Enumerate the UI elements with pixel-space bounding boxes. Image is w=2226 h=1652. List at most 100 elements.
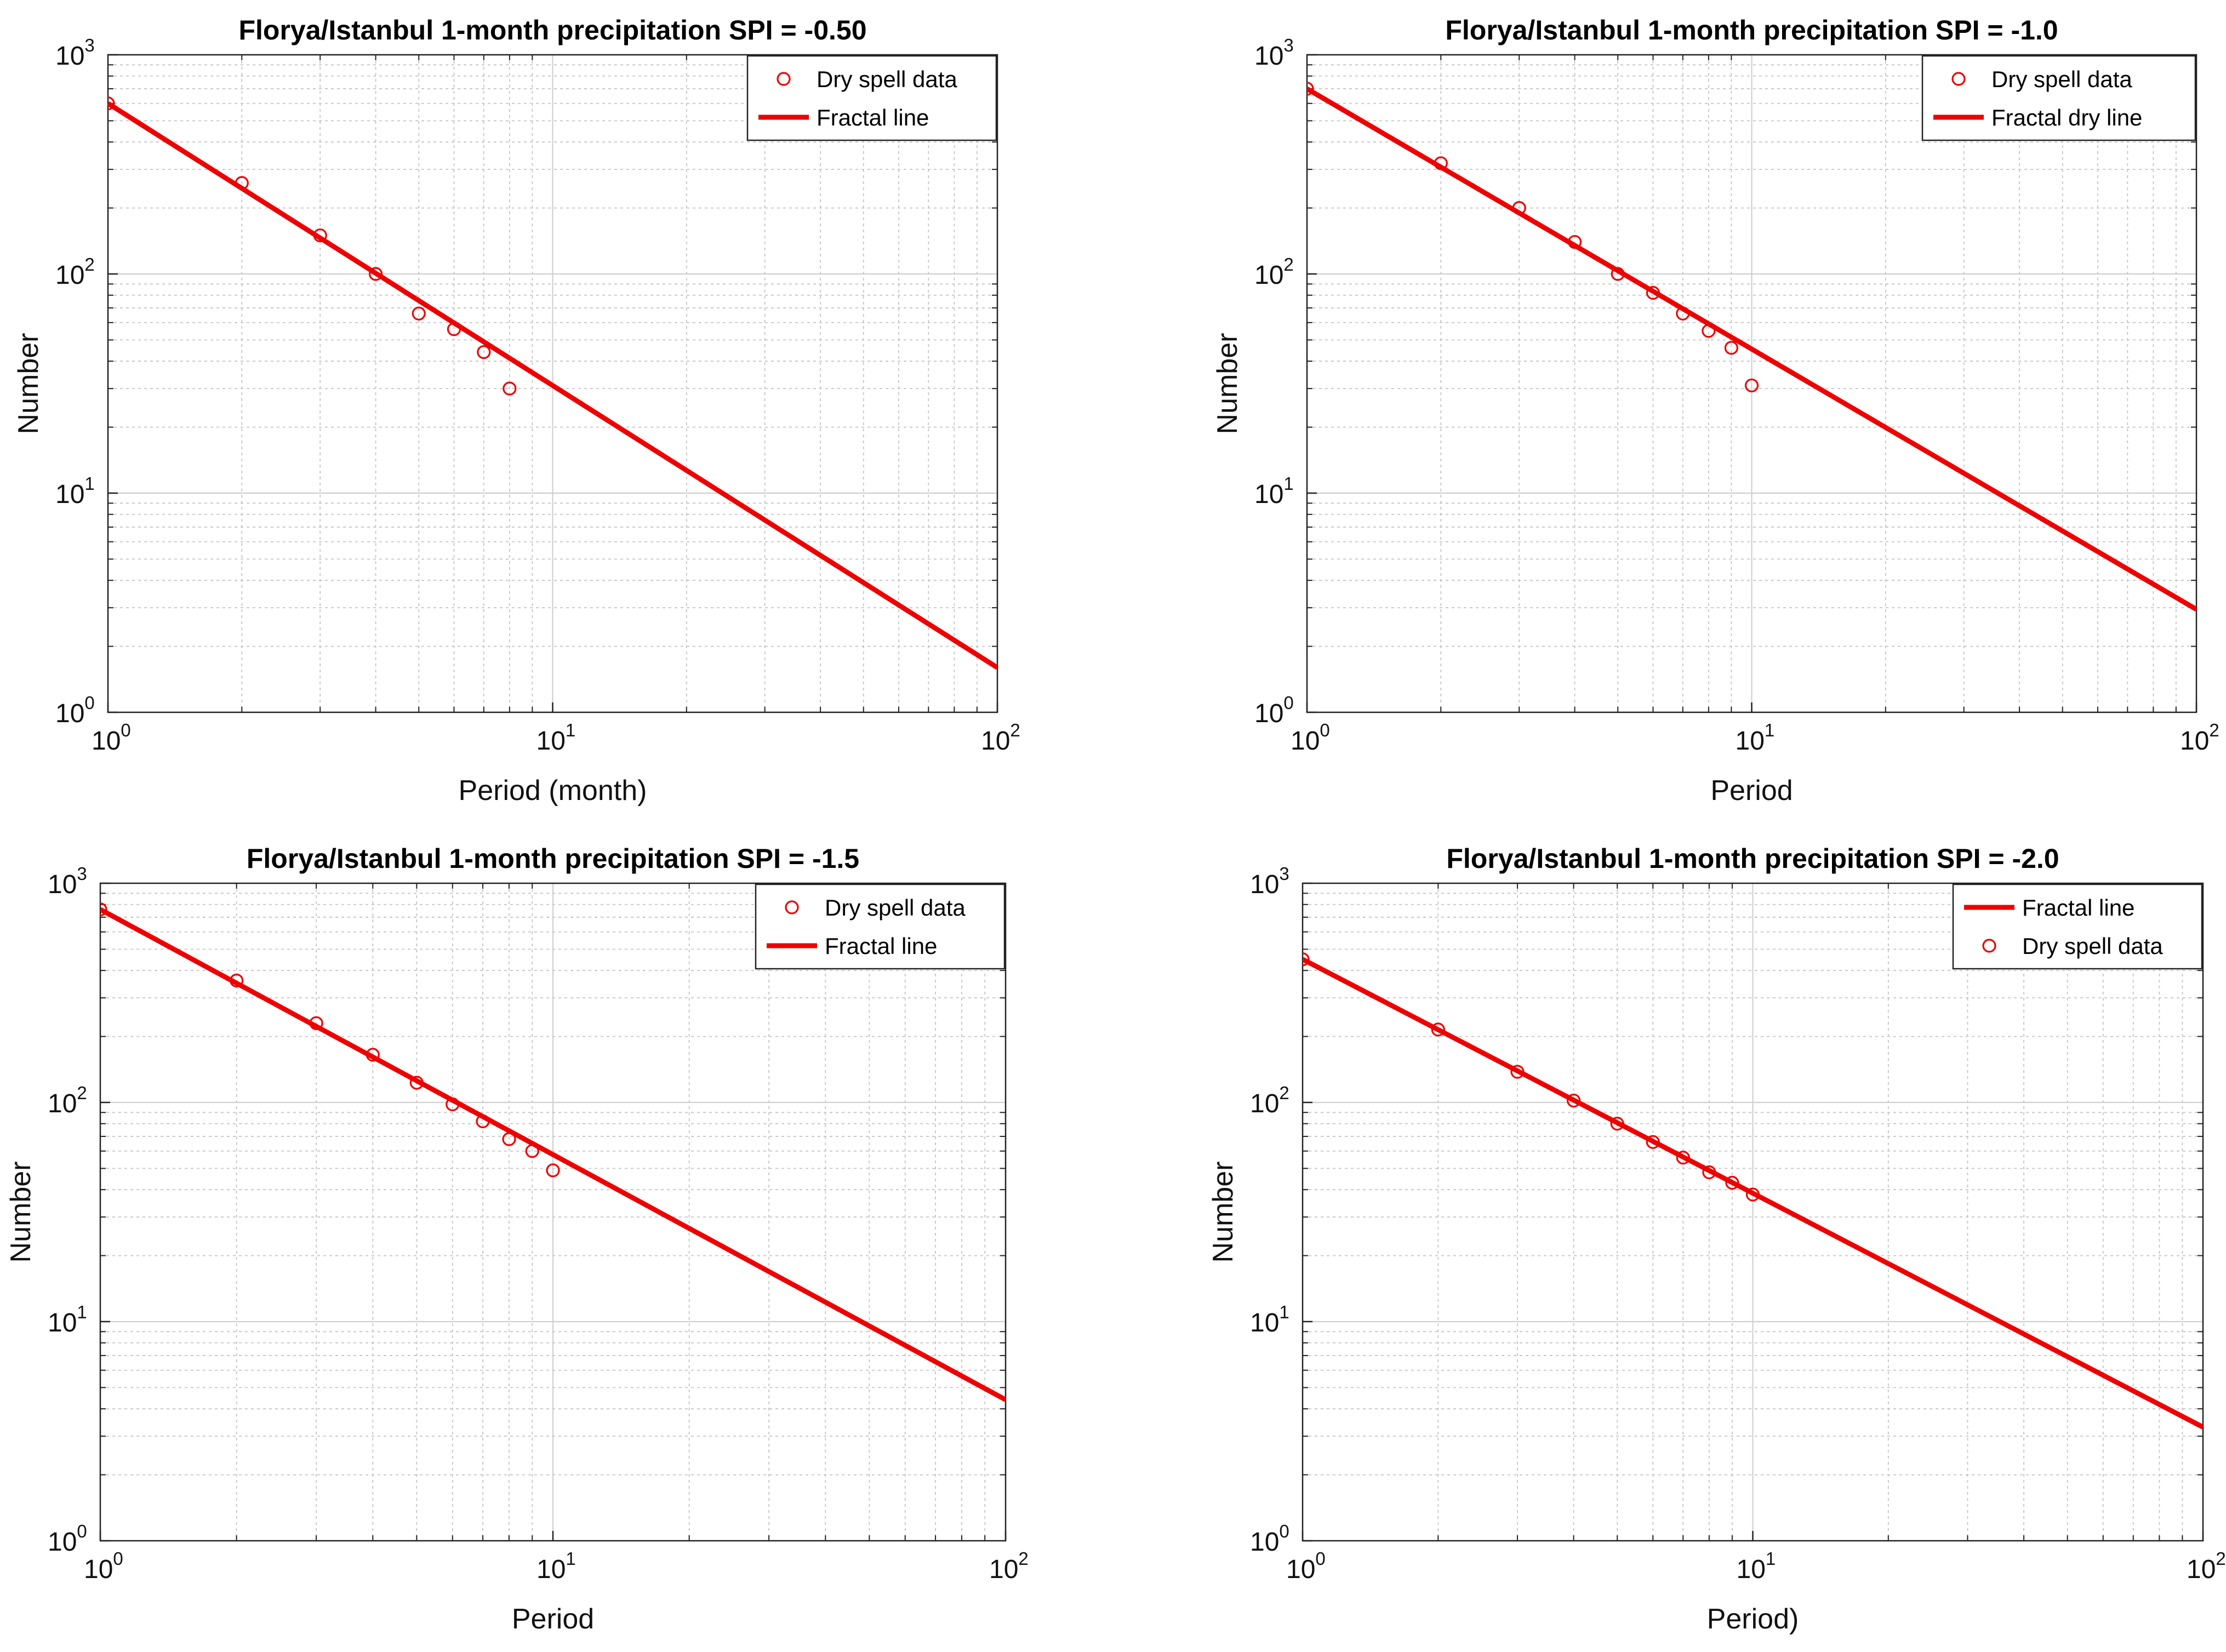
y-axis-label: Number <box>1212 333 1243 435</box>
chart-title: Florya/Istanbul 1-month precipitation SP… <box>1446 843 2059 874</box>
x-tick-label: 102 <box>2187 1548 2226 1584</box>
data-point <box>503 381 517 396</box>
data-point <box>1566 1093 1581 1108</box>
chart-title: Florya/Istanbul 1-month precipitation SP… <box>238 15 866 45</box>
data-point <box>412 306 426 321</box>
y-tick-exponent: 3 <box>84 35 94 55</box>
y-tick-base: 10 <box>1254 42 1283 71</box>
data-point <box>476 1114 490 1129</box>
y-tick-label: 102 <box>1254 254 1294 290</box>
y-tick-exponent: 1 <box>77 1302 87 1322</box>
y-tick-label: 100 <box>1250 1521 1289 1557</box>
x-tick-label: 101 <box>1737 1548 1776 1584</box>
legend-label: Dry spell data <box>1991 66 2132 92</box>
y-tick-base: 10 <box>55 42 84 71</box>
y-tick-base: 10 <box>1254 480 1283 509</box>
y-tick-label: 102 <box>1250 1083 1289 1118</box>
x-tick-base: 10 <box>981 727 1010 756</box>
y-tick-base: 10 <box>48 1308 77 1337</box>
x-tick-exponent: 2 <box>1010 720 1020 740</box>
x-tick-label: 101 <box>536 720 576 756</box>
y-tick-label: 100 <box>48 1521 87 1557</box>
data-point <box>1431 1022 1445 1037</box>
data-point <box>1434 156 1448 170</box>
legend-box <box>1921 55 2196 141</box>
data-point <box>100 902 107 917</box>
y-tick-base: 10 <box>48 870 77 899</box>
y-tick-base: 10 <box>55 261 84 290</box>
y-axis-label: Number <box>5 1162 37 1263</box>
data-point <box>309 1016 323 1030</box>
y-tick-label: 103 <box>1254 35 1294 71</box>
x-tick-exponent: 0 <box>1320 720 1329 740</box>
y-tick-exponent: 1 <box>1279 1302 1289 1322</box>
data-point <box>1744 378 1759 393</box>
y-tick-label: 101 <box>1254 473 1294 509</box>
legend-marker-swatch <box>1982 939 1996 953</box>
y-tick-exponent: 2 <box>1279 1083 1289 1103</box>
chart-title: Florya/Istanbul 1-month precipitation SP… <box>247 843 859 874</box>
y-tick-base: 10 <box>1250 870 1279 899</box>
y-axis-label: Number <box>13 333 44 435</box>
y-tick-base: 10 <box>1250 1528 1279 1557</box>
y-tick-label: 102 <box>48 1083 87 1118</box>
fractal-line <box>100 907 1006 1402</box>
data-layer <box>1303 952 2203 1430</box>
y-tick-base: 10 <box>1250 1089 1279 1118</box>
y-tick-base: 10 <box>1250 1308 1279 1337</box>
legend-marker-swatch <box>1951 72 1966 86</box>
x-tick-label: 100 <box>1291 720 1330 756</box>
y-axis-label: Number <box>1207 1162 1239 1263</box>
data-point <box>546 1163 560 1177</box>
x-tick-base: 10 <box>989 1555 1018 1584</box>
y-tick-base: 10 <box>55 699 84 728</box>
y-tick-label: 100 <box>1254 693 1294 728</box>
x-tick-label: 100 <box>84 1548 123 1584</box>
fractal-line <box>108 101 997 670</box>
legend-marker-swatch <box>777 72 791 86</box>
legend: Dry spell data Fractal line <box>755 883 1006 970</box>
x-tick-exponent: 1 <box>566 1548 575 1569</box>
x-tick-exponent: 0 <box>1315 1548 1325 1569</box>
y-tick-label: 103 <box>55 35 95 71</box>
x-tick-label: 102 <box>989 1548 1029 1584</box>
y-tick-base: 10 <box>1254 699 1283 728</box>
fractal-line <box>1307 87 2196 611</box>
grid <box>108 55 997 712</box>
data-layer <box>100 902 1006 1402</box>
legend-label: Fractal dry line <box>1991 105 2142 130</box>
x-tick-label: 102 <box>2180 720 2219 756</box>
legend-label: Dry spell data <box>2022 933 2163 959</box>
data-point <box>477 345 491 359</box>
x-axis-label: Period <box>512 1603 594 1635</box>
x-tick-exponent: 2 <box>1018 1548 1028 1569</box>
y-tick-exponent: 0 <box>84 693 94 713</box>
data-point <box>235 176 249 190</box>
legend-label: Fractal line <box>817 105 929 130</box>
data-point <box>1510 1065 1525 1079</box>
data-point <box>446 1097 460 1112</box>
legend-label: Fractal line <box>825 933 937 959</box>
x-tick-base: 10 <box>1737 1555 1766 1584</box>
grid <box>1303 883 2203 1541</box>
y-tick-base: 10 <box>1254 261 1283 290</box>
x-tick-exponent: 2 <box>2209 720 2219 740</box>
data-layer <box>108 96 997 670</box>
data-point <box>1611 267 1625 281</box>
x-tick-base: 10 <box>2180 727 2209 756</box>
fractal-line <box>1303 957 2203 1430</box>
x-tick-base: 10 <box>1291 727 1320 756</box>
y-tick-exponent: 2 <box>77 1083 87 1103</box>
legend-marker-swatch <box>785 900 799 914</box>
x-tick-exponent: 1 <box>1766 1548 1776 1569</box>
x-axis-label: Period <box>1710 775 1793 807</box>
data-point <box>1676 306 1690 321</box>
data-point <box>230 973 244 988</box>
x-tick-exponent: 1 <box>566 720 575 740</box>
y-tick-label: 101 <box>55 473 95 509</box>
x-tick-exponent: 2 <box>2216 1548 2225 1569</box>
